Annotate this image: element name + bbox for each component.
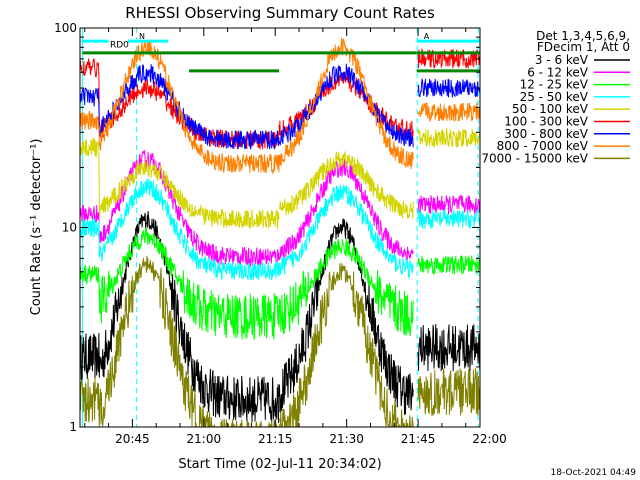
legend-label: 50 - 100 keV <box>512 102 589 116</box>
flag-label: N <box>139 32 145 41</box>
series-line <box>79 255 481 429</box>
flag-label: RD0 <box>110 40 129 50</box>
x-tick-label: 21:45 <box>401 432 436 446</box>
y-tick-label: 100 <box>54 21 77 35</box>
x-tick-label: 21:15 <box>258 432 293 446</box>
series-line <box>79 149 481 268</box>
legend-header-line-1: Det 1,3,4,5,6,9, <box>536 29 630 43</box>
legend-label: 300 - 800 keV <box>504 127 588 141</box>
series-line <box>79 227 481 340</box>
legend-label: 25 - 50 keV <box>520 90 589 104</box>
series-line <box>79 63 481 150</box>
x-tick-label: 20:45 <box>115 432 150 446</box>
x-tick-label: 21:00 <box>187 432 222 446</box>
y-axis: 1 10 100 <box>54 21 480 434</box>
timestamp: 18-Oct-2021 04:49 <box>551 468 637 478</box>
y-axis-label: Count Rate (s⁻¹ detector⁻¹) <box>29 139 44 316</box>
y-tick-label: 10 <box>62 221 77 235</box>
x-tick-label: 21:30 <box>329 432 364 446</box>
chart-title: RHESSI Observing Summary Count Rates <box>125 4 435 22</box>
legend-label: 7000 - 15000 keV <box>481 151 588 165</box>
legend: Det 1,3,4,5,6,9, FDecim 1, Att 0 3 - 6 k… <box>481 29 630 165</box>
flag-label: A <box>424 32 430 41</box>
plot-area: RD0 N A <box>79 28 481 429</box>
series-line <box>79 211 481 424</box>
legend-label: 800 - 7000 keV <box>497 139 589 153</box>
x-axis-label: Start Time (02-Jul-11 20:34:02) <box>178 457 381 472</box>
series-line <box>79 37 481 175</box>
legend-label: 100 - 300 keV <box>504 115 588 129</box>
x-axis: 20:45 21:00 21:15 21:30 21:45 22:00 <box>84 28 507 446</box>
series-line <box>79 128 480 230</box>
series-line <box>79 178 481 282</box>
y-tick-label: 1 <box>69 420 77 434</box>
legend-label: 12 - 25 keV <box>520 78 589 92</box>
legend-header-line-2: FDecim 1, Att 0 <box>537 40 630 54</box>
legend-label: 3 - 6 keV <box>535 53 589 67</box>
x-tick-label: 22:00 <box>472 432 507 446</box>
legend-label: 6 - 12 keV <box>527 65 589 79</box>
